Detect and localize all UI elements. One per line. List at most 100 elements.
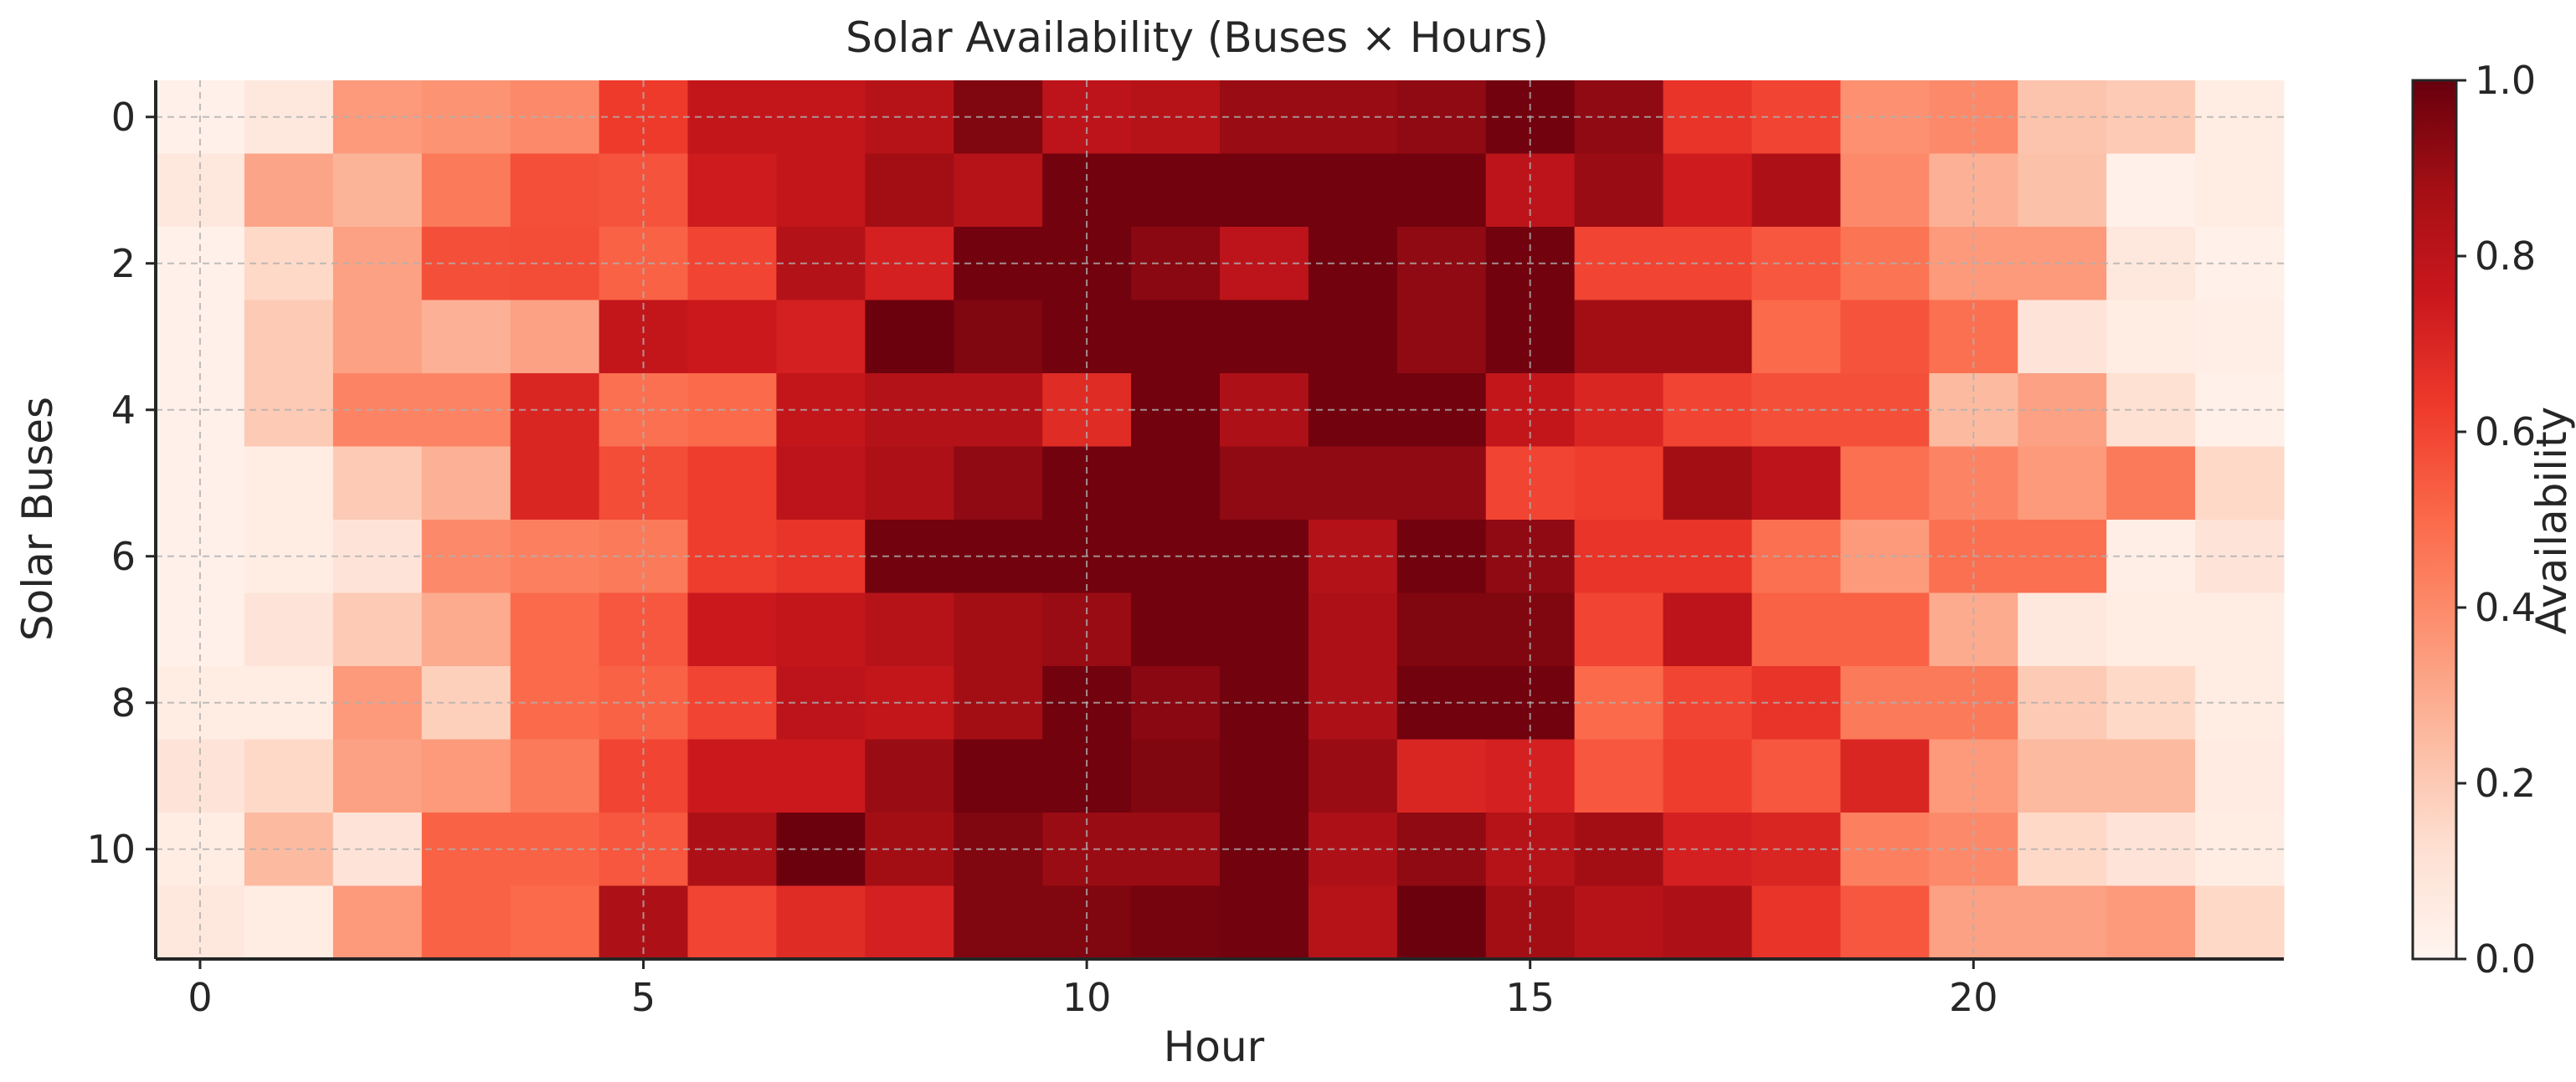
heatmap-cell — [865, 592, 954, 667]
heatmap-cell — [1574, 739, 1664, 813]
heatmap-cell — [1396, 446, 1487, 520]
y-tick-label: 4 — [111, 387, 136, 433]
heatmap-cell — [1308, 885, 1398, 960]
colorbar-tick-label: 0.6 — [2475, 409, 2536, 454]
y-tick-label: 10 — [86, 827, 136, 872]
x-tick-label: 20 — [1949, 975, 1998, 1020]
heatmap-cell — [1308, 592, 1398, 667]
heatmap-cell — [421, 739, 512, 813]
heatmap-cell — [1042, 885, 1132, 960]
heatmap-cell — [1840, 153, 1930, 228]
heatmap-cell — [687, 300, 778, 374]
heatmap-cell — [1574, 300, 1664, 374]
heatmap-cell — [1663, 300, 1753, 374]
heatmap-cell — [510, 592, 600, 667]
heatmap-cell — [954, 739, 1043, 813]
y-tick-label: 2 — [111, 241, 136, 286]
y-tick-label: 0 — [111, 95, 136, 140]
heatmap-cell — [599, 885, 689, 960]
heatmap-cell — [510, 446, 600, 520]
heatmap-cell — [865, 885, 954, 960]
heatmap-cell — [244, 153, 334, 228]
heatmap-cell — [1840, 300, 1930, 374]
y-tick-label: 6 — [111, 534, 136, 579]
heatmap-cell — [1396, 739, 1487, 813]
heatmap-cell — [2195, 153, 2285, 228]
heatmap-cell — [687, 446, 778, 520]
heatmap-cell — [1485, 592, 1576, 667]
colorbar-tick-label: 0.2 — [2475, 761, 2536, 806]
colorbar-ticks: 0.0 0.2 0.4 0.6 0.8 1.0 — [2456, 58, 2536, 982]
heatmap-cell — [1751, 592, 1842, 667]
heatmap-cell — [776, 300, 866, 374]
heatmap-cell — [332, 446, 423, 520]
heatmap-cell — [954, 153, 1043, 228]
x-tick-label: 0 — [188, 975, 212, 1020]
heatmap-cell — [687, 885, 778, 960]
y-axis-label: Solar Buses — [13, 397, 62, 641]
heatmap-cell — [1396, 885, 1487, 960]
colorbar-tick-label: 0.8 — [2475, 233, 2536, 279]
heatmap-cell — [421, 885, 512, 960]
chart-title: Solar Availability (Buses × Hours) — [846, 13, 1549, 62]
heatmap-cell — [1131, 739, 1221, 813]
grid-lines — [156, 80, 2284, 959]
heatmap-cell — [1574, 153, 1664, 228]
heatmap-cell — [1840, 739, 1930, 813]
heatmap-cell — [2195, 300, 2285, 374]
heatmap-cell — [776, 885, 866, 960]
heatmap-cell — [1574, 592, 1664, 667]
heatmap-cell — [954, 446, 1043, 520]
heatmap-cell — [421, 300, 512, 374]
heatmap-cell — [244, 446, 334, 520]
heatmap-cell — [156, 592, 245, 667]
heatmap-cell — [1485, 300, 1576, 374]
heatmap-cell — [2195, 739, 2285, 813]
heatmap-cell — [1840, 446, 1930, 520]
heatmap-cell — [1663, 592, 1753, 667]
heatmap-cell — [1929, 592, 2018, 667]
heatmap-cell — [1308, 153, 1398, 228]
heatmap-cell — [421, 153, 512, 228]
heatmap-cell — [244, 885, 334, 960]
heatmap-cell — [2018, 153, 2107, 228]
heatmap-cell — [1751, 885, 1842, 960]
heatmap-cell — [332, 885, 423, 960]
heatmap-cell — [156, 885, 245, 960]
heatmap-cell — [421, 592, 512, 667]
heatmap-cell — [1131, 592, 1221, 667]
heatmap-cell — [1663, 885, 1753, 960]
x-tick-label: 10 — [1062, 975, 1112, 1020]
y-axis-ticks: 0 2 4 6 8 10 — [86, 95, 156, 872]
heatmap-cell — [2195, 446, 2285, 520]
heatmap-cell — [1396, 153, 1487, 228]
heatmap-cell — [421, 446, 512, 520]
heatmap-cell — [1220, 446, 1309, 520]
heatmap-cell — [2195, 885, 2285, 960]
x-axis-ticks: 0 5 10 15 20 — [188, 959, 1998, 1020]
heatmap-cell — [1131, 446, 1221, 520]
colorbar-tick-label: 0.4 — [2475, 585, 2536, 630]
heatmap-cell — [2106, 739, 2196, 813]
heatmap-cell — [332, 592, 423, 667]
heatmap-cell — [776, 592, 866, 667]
colorbar-label: Availability — [2527, 407, 2576, 635]
heatmap-cell — [1751, 300, 1842, 374]
heatmap-cell — [510, 300, 600, 374]
heatmap-cell — [2018, 300, 2107, 374]
heatmap-cell — [2018, 885, 2107, 960]
heatmap-cell — [1220, 739, 1309, 813]
heatmap-cell — [776, 153, 866, 228]
heatmap-cell — [2018, 592, 2107, 667]
heatmap-cell — [2106, 446, 2196, 520]
heatmap-cell — [1308, 446, 1398, 520]
heatmap-cell — [510, 739, 600, 813]
heatmap-cell — [2106, 300, 2196, 374]
heatmap-cell — [1663, 739, 1753, 813]
heatmap-cell — [1220, 300, 1309, 374]
heatmap-cell — [1042, 592, 1132, 667]
heatmap-cell — [244, 592, 334, 667]
heatmap-cell — [332, 739, 423, 813]
x-axis-label: Hour — [1164, 1023, 1265, 1071]
